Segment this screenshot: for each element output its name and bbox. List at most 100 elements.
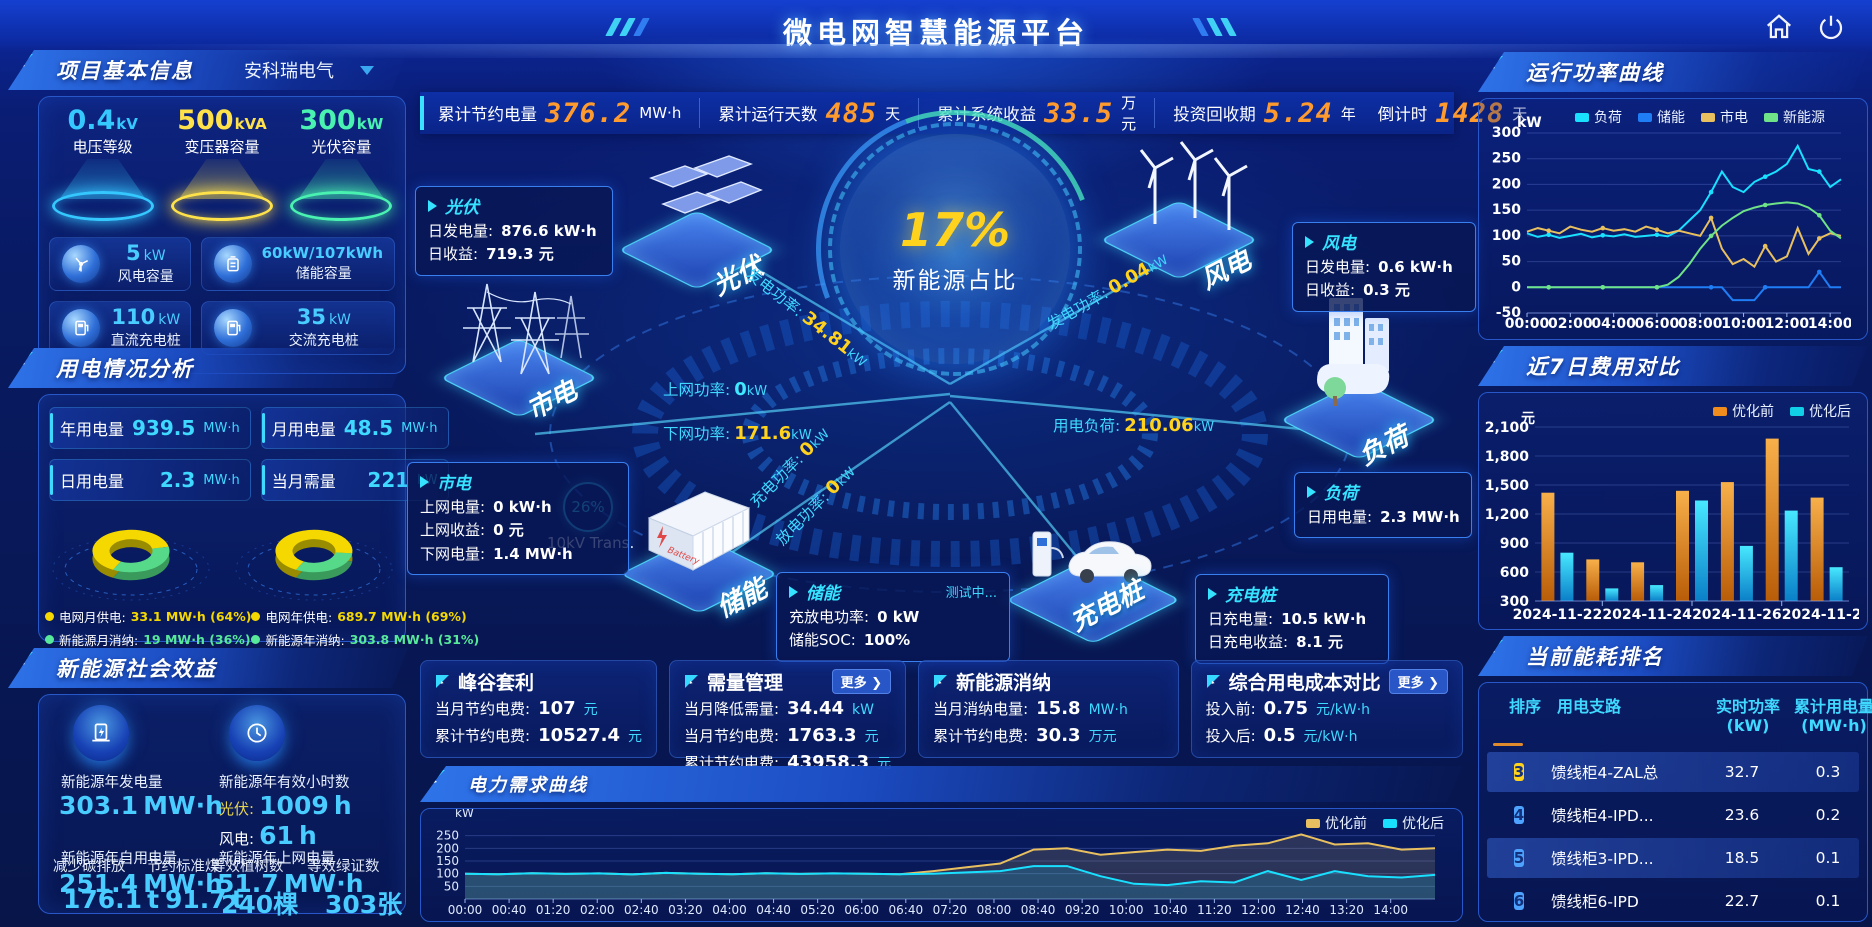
transmission-towers-icon — [463, 283, 589, 375]
more-button[interactable]: 更多 ❯ — [1388, 669, 1448, 694]
donut-legend-column: 电网月供电: 33.1 MW·h (64%) 新能源月消纳: 19 MW·h (36%… — [45, 607, 251, 649]
panel-project-info: 项目基本信息 安科瑞电气 0.4kV 电压等级 500kVA 变压器容量 300… — [8, 50, 408, 382]
svg-text:100: 100 — [436, 867, 459, 881]
benefit-cert-value: 303 — [325, 890, 378, 919]
rank-badge: 4 — [1513, 806, 1525, 825]
svg-text:元: 元 — [1521, 411, 1535, 427]
panel-flag-icon — [1482, 639, 1504, 665]
company-selector[interactable]: 安科瑞电气 — [244, 57, 374, 83]
panel-flag-icon — [1482, 55, 1504, 81]
ranking-table-header: 排序 用电支路 实时功率 (kW) 累计用电量 (MW·h) — [1479, 683, 1872, 741]
panel-demand-title: 电力需求曲线 — [468, 775, 588, 796]
capacity-card: 35 kW 交流充电桩 — [200, 301, 395, 355]
flow-grid-export: 上网功率: 0kW — [663, 379, 768, 400]
legend-item-优化后[interactable]: 优化后 — [1790, 401, 1851, 421]
charger-icon — [213, 309, 252, 347]
legend-item-新能源[interactable]: 新能源 — [1764, 107, 1825, 127]
svg-text:02:40: 02:40 — [624, 903, 659, 917]
legend-item-储能[interactable]: 储能 — [1638, 107, 1685, 127]
svg-text:kW: kW — [1517, 115, 1542, 131]
svg-text:13:20: 13:20 — [1329, 903, 1364, 917]
svg-text:600: 600 — [1500, 565, 1529, 581]
usage-stat-chip: 年用电量 939.5 MW·h — [49, 407, 251, 449]
donut-legend-item: 新能源年消纳: 303.8 MW·h (31%) — [251, 630, 479, 649]
svg-text:0: 0 — [1511, 279, 1521, 295]
benefit-cert-label: 等效绿证数 — [307, 859, 380, 875]
benefit-self-value: 251.4 — [59, 869, 139, 898]
ranking-row[interactable]: 5 馈线柜3-IPD... 18.5 0.1 — [1487, 838, 1859, 879]
company-name: 安科瑞电气 — [244, 61, 334, 82]
ranking-header-cell: 实时功率 (kW) — [1715, 697, 1780, 736]
ranking-table-rows[interactable]: 3 馈线柜4-ZAL总 32.7 0.3 4 馈线柜4-IPD... 23.6 0.2 5 … — [1479, 752, 1867, 927]
benefit-co2-label: 减少碳排放 — [53, 859, 126, 875]
panel-flag-icon — [424, 769, 446, 795]
panel-flag-icon — [1482, 349, 1504, 375]
legend-item-优化前[interactable]: 优化前 — [1306, 813, 1367, 833]
svg-text:1,200: 1,200 — [1485, 507, 1530, 523]
panel-ranking-header: 当前能耗排名 — [1478, 636, 1868, 676]
svg-text:00:00: 00:00 — [1505, 316, 1550, 332]
svg-text:14:00: 14:00 — [1373, 903, 1408, 917]
svg-text:250: 250 — [1492, 151, 1521, 167]
panel-benefit-title: 新能源社会效益 — [56, 657, 217, 681]
year-supply-donut-chart — [226, 507, 402, 607]
battery-container-icon: Battery — [647, 491, 751, 571]
ranking-row[interactable]: 3 馈线柜4-ZAL总 32.7 0.3 — [1487, 752, 1859, 793]
benefit-coal-value: 91.7 — [165, 885, 227, 914]
panel-cost-header: 近7日费用对比 — [1478, 346, 1868, 386]
panel-power-header: 运行功率曲线 — [1478, 52, 1868, 92]
panel-cost-compare: 近7日费用对比 优化前 优化后 300 600 900 1,200 1,500 1,800 2… — [1478, 346, 1871, 632]
info-row: 上网收益: 0 元 — [420, 521, 524, 540]
power-icon[interactable] — [1816, 12, 1846, 42]
stat-item: 累计节约电量 376.2 MW·h — [438, 97, 682, 129]
stat-item: 倒计时1428天 — [1377, 97, 1528, 129]
panel-benefit-header: 新能源社会效益 — [8, 648, 408, 688]
svg-text:05:20: 05:20 — [800, 903, 835, 917]
svg-text:06:40: 06:40 — [889, 903, 924, 917]
benefit-export-value: 51.7 — [217, 869, 279, 898]
wind-info-box: 风电 日发电量: 0.6 kW·h 日收益: 0.3 元 — [1292, 222, 1476, 312]
power-curve-chart: -50 0 50 100 150 200 250 300 00:00 02:00 04:00 06:0… — [1479, 99, 1867, 341]
svg-text:2024-11-24: 2024-11-24 — [1602, 607, 1692, 623]
solar-panels-icon — [649, 155, 763, 214]
generation-icon — [73, 705, 129, 761]
renewable-ratio-value: 17% — [899, 203, 1011, 257]
info-row: 日收益: 0.3 元 — [1305, 281, 1410, 300]
power-chart-legend: 负荷 储能 市电 新能源 — [1575, 107, 1825, 127]
ev-car-charger-icon — [1032, 531, 1152, 583]
rank-badge: 5 — [1513, 849, 1525, 868]
legend-item-优化后[interactable]: 优化后 — [1383, 813, 1444, 833]
ranking-row[interactable]: 4 馈线柜4-IPD... 23.6 0.2 — [1513, 806, 1841, 826]
svg-text:1,500: 1,500 — [1485, 478, 1530, 494]
ranking-header-cell: 排序 — [1508, 697, 1541, 716]
svg-text:10:40: 10:40 — [1153, 903, 1188, 917]
benefit-self-label: 新能源年自用电量 — [61, 851, 177, 867]
svg-text:08:00: 08:00 — [1678, 316, 1723, 332]
kpi-row: 当月消纳电量: 15.8 MW·h — [933, 698, 1128, 719]
legend-item-市电[interactable]: 市电 — [1701, 107, 1748, 127]
info-row: 日收益: 719.3 元 — [428, 245, 554, 264]
benefit-coal-label: 节约标准煤 — [147, 859, 220, 875]
card-flag-icon — [436, 675, 449, 688]
legend-item-负荷[interactable]: 负荷 — [1575, 107, 1622, 127]
panel-project-header: 项目基本信息 安科瑞电气 — [8, 50, 408, 90]
info-row: 日发电量: 0.6 kW·h — [1305, 258, 1453, 276]
svg-text:06:00: 06:00 — [1635, 316, 1680, 332]
legend-item-优化前[interactable]: 优化前 — [1713, 401, 1774, 421]
info-row: 下网电量: 1.4 MW·h — [420, 544, 573, 563]
info-row: 上网电量: 0 kW·h — [420, 498, 552, 516]
page-title: 微电网智慧能源平台 — [782, 16, 1090, 50]
svg-text:06:00: 06:00 — [844, 903, 879, 917]
benefit-pv-hours-value: 1009 — [259, 791, 329, 820]
kpi-row: 投入前: 0.75 元/kW·h — [1205, 698, 1371, 719]
arrow-icon — [1305, 235, 1314, 248]
donut-legend-item: 电网年供电: 689.7 MW·h (69%) — [251, 607, 479, 626]
month-supply-donut-chart — [43, 507, 219, 607]
svg-text:200: 200 — [436, 841, 459, 855]
more-button[interactable]: 更多 ❯ — [831, 669, 892, 694]
svg-text:10:00: 10:00 — [1109, 903, 1144, 917]
svg-text:00:00: 00:00 — [448, 903, 483, 917]
home-icon[interactable] — [1764, 12, 1794, 42]
capacity-card: 60kW/107kWh 储能容量 — [200, 237, 395, 291]
ranking-row[interactable]: 6 馈线柜6-IPD 22.7 0.1 — [1513, 892, 1841, 912]
